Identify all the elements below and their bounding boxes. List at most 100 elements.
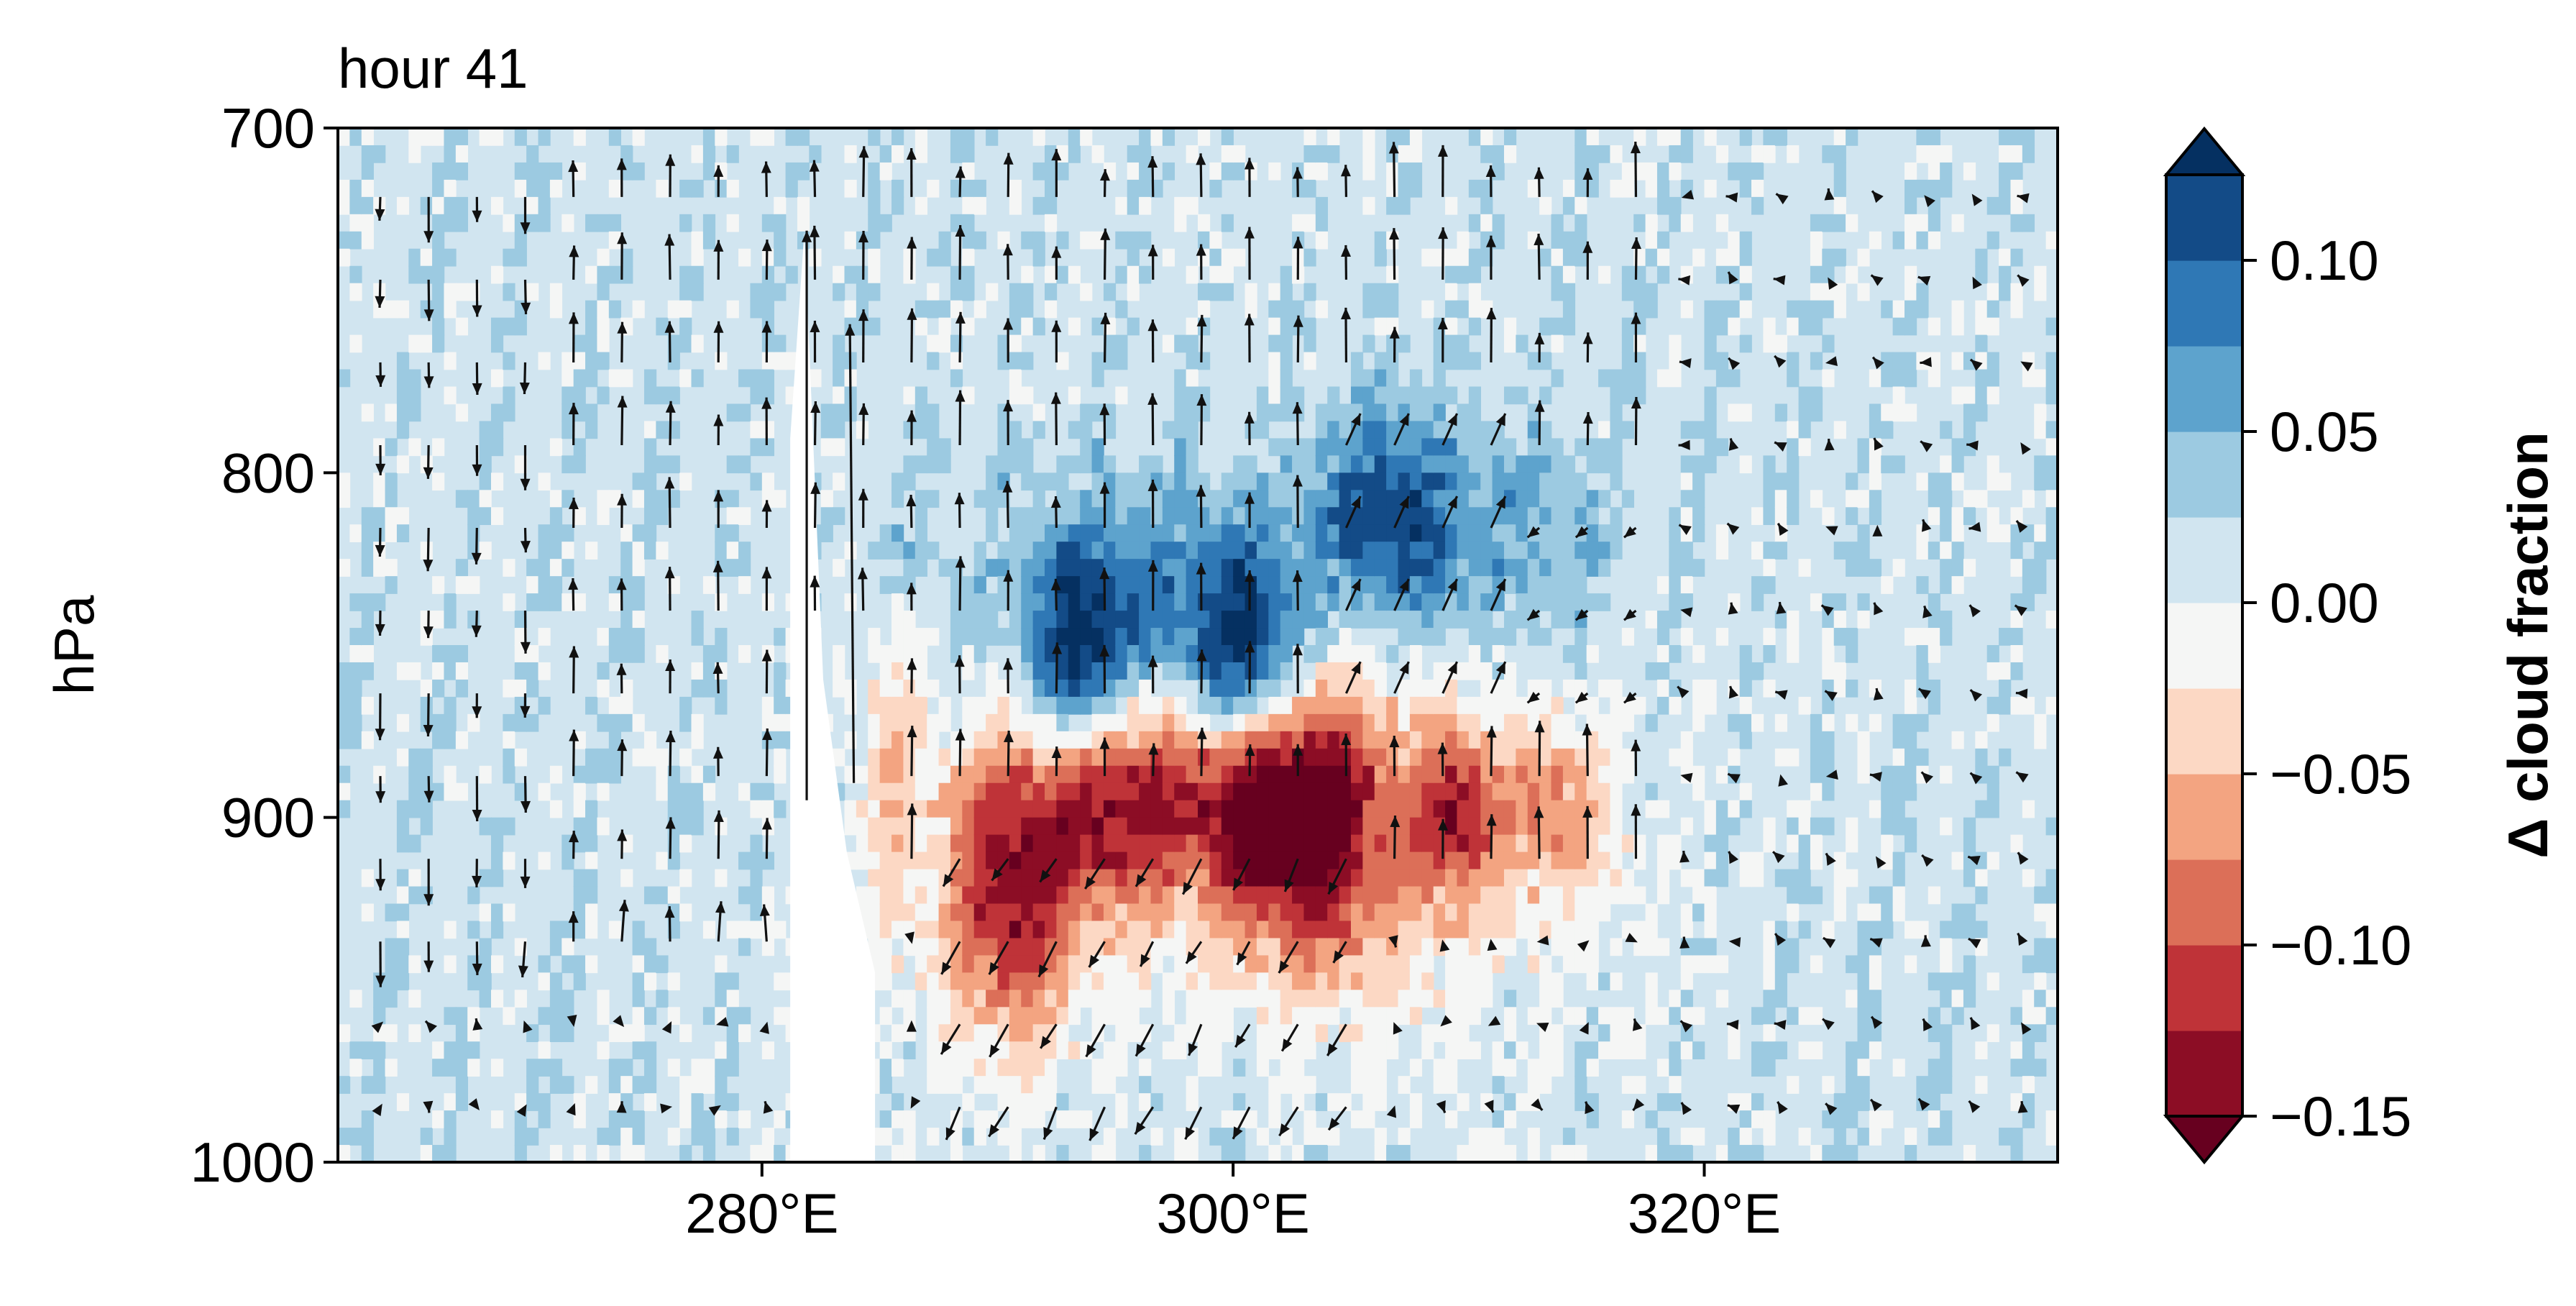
contour-cell [1575, 490, 1587, 508]
contour-cell [1680, 507, 1693, 526]
contour-cell [643, 1093, 657, 1111]
wind-vector [1824, 439, 1835, 451]
contour-cell [1598, 145, 1611, 163]
wind-vector [1147, 479, 1158, 529]
contour-cell [1139, 559, 1152, 577]
contour-cell [1303, 576, 1316, 594]
contour-cell [1091, 938, 1104, 956]
contour-cell [1822, 748, 1835, 767]
wind-vector [375, 279, 385, 308]
contour-cell [1045, 179, 1058, 198]
contour-cell [1881, 765, 1894, 784]
contour-cell [608, 369, 622, 388]
contour-cell [526, 713, 539, 732]
contour-cell [1091, 1059, 1104, 1077]
contour-cell [526, 1093, 539, 1111]
contour-cell [1186, 645, 1198, 663]
contour-cell [1056, 938, 1069, 956]
contour-cell [1209, 817, 1222, 836]
contour-cell [1115, 990, 1128, 1008]
contour-cell [1186, 472, 1198, 491]
contour-cell [562, 386, 574, 405]
contour-cell [455, 782, 469, 801]
contour-cell [1186, 317, 1198, 336]
contour-cell [1374, 472, 1387, 491]
contour-cell [891, 800, 904, 818]
contour-cell [927, 955, 940, 974]
contour-cell [1009, 421, 1022, 439]
contour-cell [432, 679, 445, 698]
contour-cell [432, 731, 445, 749]
contour-cell [1409, 817, 1423, 836]
contour-cell [1715, 317, 1729, 336]
contour-cell [585, 1076, 598, 1094]
contour-cell [1386, 524, 1399, 542]
contour-cell [432, 231, 445, 250]
contour-cell [1115, 955, 1128, 974]
contour-cell [1186, 196, 1198, 215]
contour-cell [1303, 593, 1316, 611]
contour-cell [1233, 696, 1246, 715]
contour-cell [950, 1041, 963, 1059]
contour-cell [1045, 542, 1058, 560]
y-tick-label: 800 [221, 441, 315, 504]
contour-cell [1362, 576, 1375, 594]
contour-cell [1127, 231, 1140, 250]
contour-cell [1362, 593, 1375, 611]
contour-cell [1480, 145, 1493, 163]
contour-cell [1127, 748, 1140, 767]
contour-cell [927, 1041, 940, 1059]
contour-cell [1433, 421, 1446, 439]
contour-cell [1798, 386, 1811, 405]
contour-cell [1928, 162, 1940, 181]
contour-cell [444, 352, 457, 370]
wind-vector [1050, 578, 1061, 611]
contour-cell [1857, 748, 1870, 767]
contour-cell [1045, 679, 1058, 698]
contour-cell [597, 1128, 610, 1146]
contour-cell [715, 542, 728, 560]
contour-cell [962, 196, 975, 215]
contour-cell [1999, 128, 2012, 146]
contour-cell [1539, 559, 1552, 577]
contour-cell [1315, 162, 1329, 181]
contour-cell [1409, 782, 1423, 801]
wind-vector [1490, 413, 1507, 446]
contour-cell [997, 903, 1010, 922]
contour-cell [1091, 472, 1104, 491]
contour-cell [986, 851, 999, 870]
contour-cell [444, 300, 457, 319]
contour-cell [1562, 748, 1576, 767]
contour-cell [1150, 542, 1163, 560]
contour-cell [891, 611, 904, 629]
contour-cell [1621, 386, 1634, 405]
wind-vector [1966, 440, 1979, 451]
contour-cell [1256, 421, 1270, 439]
contour-cell [1575, 1041, 1587, 1059]
contour-cell [361, 1076, 374, 1094]
contour-cell [1457, 352, 1470, 370]
contour-cell [1209, 265, 1222, 284]
contour-cell [750, 800, 763, 818]
contour-cell [1421, 248, 1434, 267]
contour-cell [715, 869, 728, 887]
contour-cell [1327, 628, 1340, 646]
contour-cell [1680, 921, 1693, 939]
contour-cell [1457, 800, 1470, 818]
wind-vector [1727, 772, 1741, 784]
contour-cell [562, 542, 574, 560]
contour-cell [385, 472, 398, 491]
contour-cell [903, 938, 916, 956]
contour-cell [1774, 472, 1787, 491]
contour-cell [1480, 782, 1493, 801]
contour-cell [1503, 869, 1517, 887]
contour-cell [1009, 438, 1022, 457]
contour-cell [1091, 352, 1104, 370]
contour-cell [608, 1128, 622, 1146]
contour-cell [620, 1128, 633, 1146]
contour-cell [1032, 559, 1045, 577]
contour-cell [1221, 886, 1234, 905]
contour-cell [679, 369, 692, 388]
contour-cell [1963, 403, 1976, 422]
contour-cell [1445, 559, 1458, 577]
